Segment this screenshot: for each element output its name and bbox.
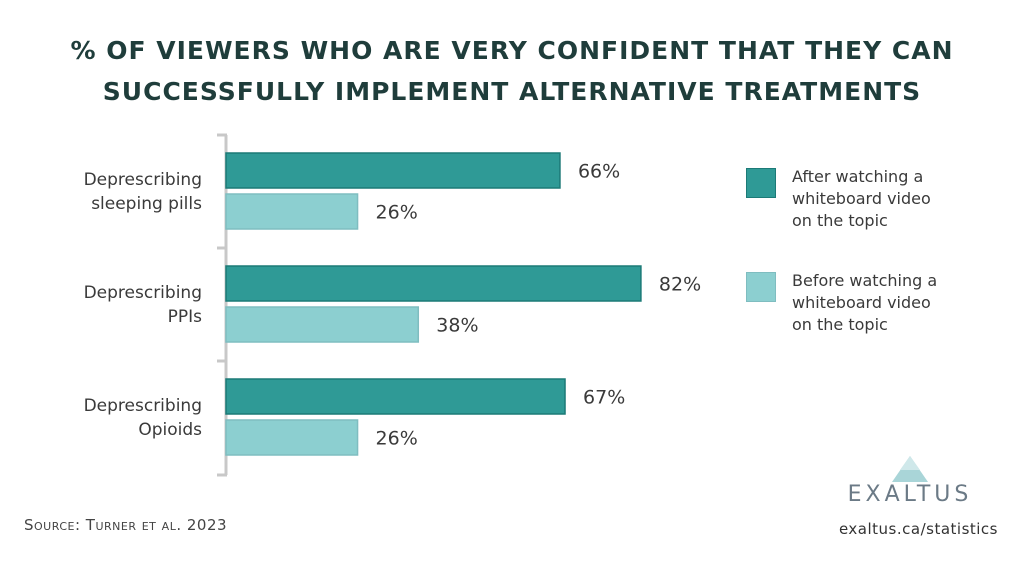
legend-label-after: After watching a whiteboard video on the…	[792, 167, 931, 230]
bar-after	[225, 265, 642, 302]
category-label: Deprescribing	[84, 170, 202, 190]
bar-before	[225, 306, 420, 343]
bar-before	[225, 419, 359, 456]
bar-after	[225, 378, 566, 415]
data-label-before: 26%	[376, 202, 418, 224]
legend-item-after: After watching a whiteboard video on the…	[746, 166, 986, 232]
category-label: Deprescribing	[84, 283, 202, 303]
bar-before	[225, 193, 359, 230]
chart-title: % of viewers who are very confident that…	[0, 30, 1024, 112]
data-label-after: 66%	[578, 161, 620, 183]
chart-title-line-1: % of viewers who are very confident that…	[70, 36, 954, 65]
legend-swatch-before	[746, 272, 776, 302]
data-label-before: 26%	[376, 428, 418, 450]
legend-item-before: Before watching a whiteboard video on th…	[746, 270, 986, 336]
bar-after	[225, 152, 561, 189]
category-label: Deprescribing	[84, 396, 202, 416]
category-label: PPIs	[168, 307, 203, 327]
category-label: Opioids	[138, 420, 202, 440]
logo-text: EXALTUS	[847, 482, 973, 507]
data-label-after: 67%	[583, 387, 625, 409]
legend-swatch-after	[746, 168, 776, 198]
legend-label-before: Before watching a whiteboard video on th…	[792, 271, 938, 334]
data-label-before: 38%	[436, 315, 478, 337]
source-note: Source: Turner et al. 2023	[24, 516, 228, 534]
exaltus-logo: EXALTUS	[840, 454, 980, 514]
data-label-after: 82%	[659, 274, 701, 296]
chart-title-line-2: successfully implement alternative treat…	[102, 77, 922, 106]
category-label: sleeping pills	[91, 194, 202, 214]
source-url: exaltus.ca/statistics	[838, 520, 998, 538]
mountain-icon	[892, 456, 928, 482]
